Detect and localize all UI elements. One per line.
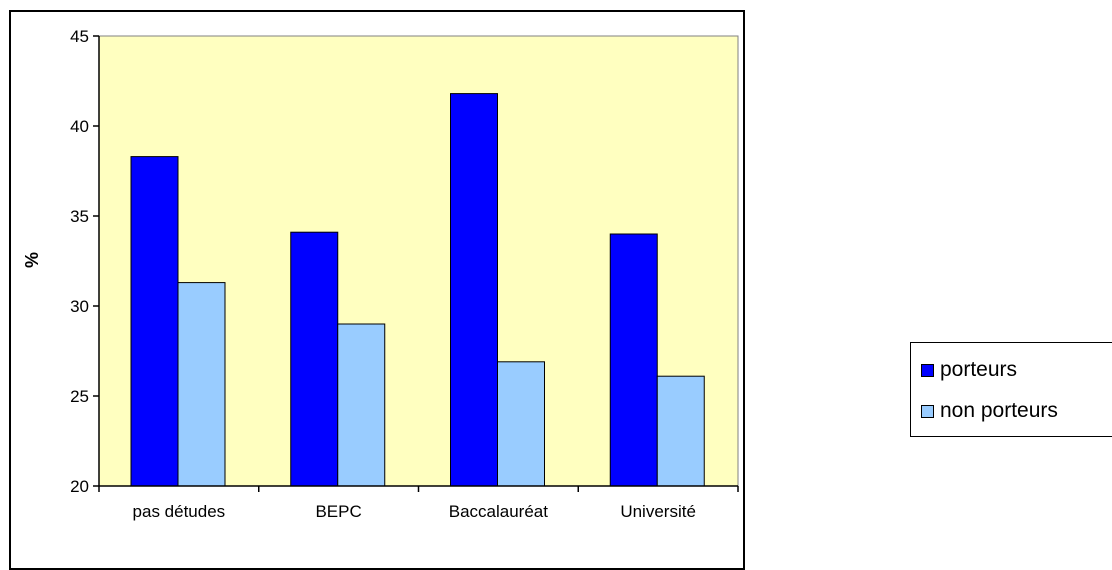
y-axis-title: % xyxy=(22,252,42,268)
y-tick-label-25: 25 xyxy=(70,387,89,406)
bar-non-porteurs-0 xyxy=(177,282,226,487)
bar-chart: 20 25 30 35 40 45 pas détudes BEPC Baccalauréat U… xyxy=(22,27,739,521)
legend-item-non-porteurs: non porteurs xyxy=(921,399,1058,423)
bar-porteurs-3 xyxy=(609,233,658,487)
bar-non-porteurs-3 xyxy=(656,375,705,487)
legend-label-porteurs: porteurs xyxy=(940,358,1018,381)
y-tick-label-30: 30 xyxy=(70,297,89,316)
legend: porteurs non porteurs xyxy=(910,342,1112,437)
x-tick-label-1: BEPC xyxy=(315,502,361,521)
bar-porteurs-0 xyxy=(130,156,179,487)
legend-swatch-porteurs xyxy=(921,363,934,377)
bar-porteurs-2 xyxy=(450,93,498,487)
x-tick-label-3: Université xyxy=(620,502,696,521)
x-tick-label-0: pas détudes xyxy=(133,502,226,521)
bar-non-porteurs-1 xyxy=(337,323,386,487)
y-tick-label-40: 40 xyxy=(70,117,89,136)
legend-swatch-non-porteurs xyxy=(921,404,934,418)
bar-porteurs-1 xyxy=(290,231,339,487)
legend-item-porteurs: porteurs xyxy=(921,358,1017,382)
legend-label-non-porteurs: non porteurs xyxy=(940,399,1058,422)
bar-non-porteurs-2 xyxy=(497,361,545,487)
x-tick-label-2: Baccalauréat xyxy=(449,502,549,521)
y-tick-label-20: 20 xyxy=(70,477,89,496)
y-tick-label-45: 45 xyxy=(70,27,89,46)
y-tick-label-35: 35 xyxy=(70,207,89,226)
